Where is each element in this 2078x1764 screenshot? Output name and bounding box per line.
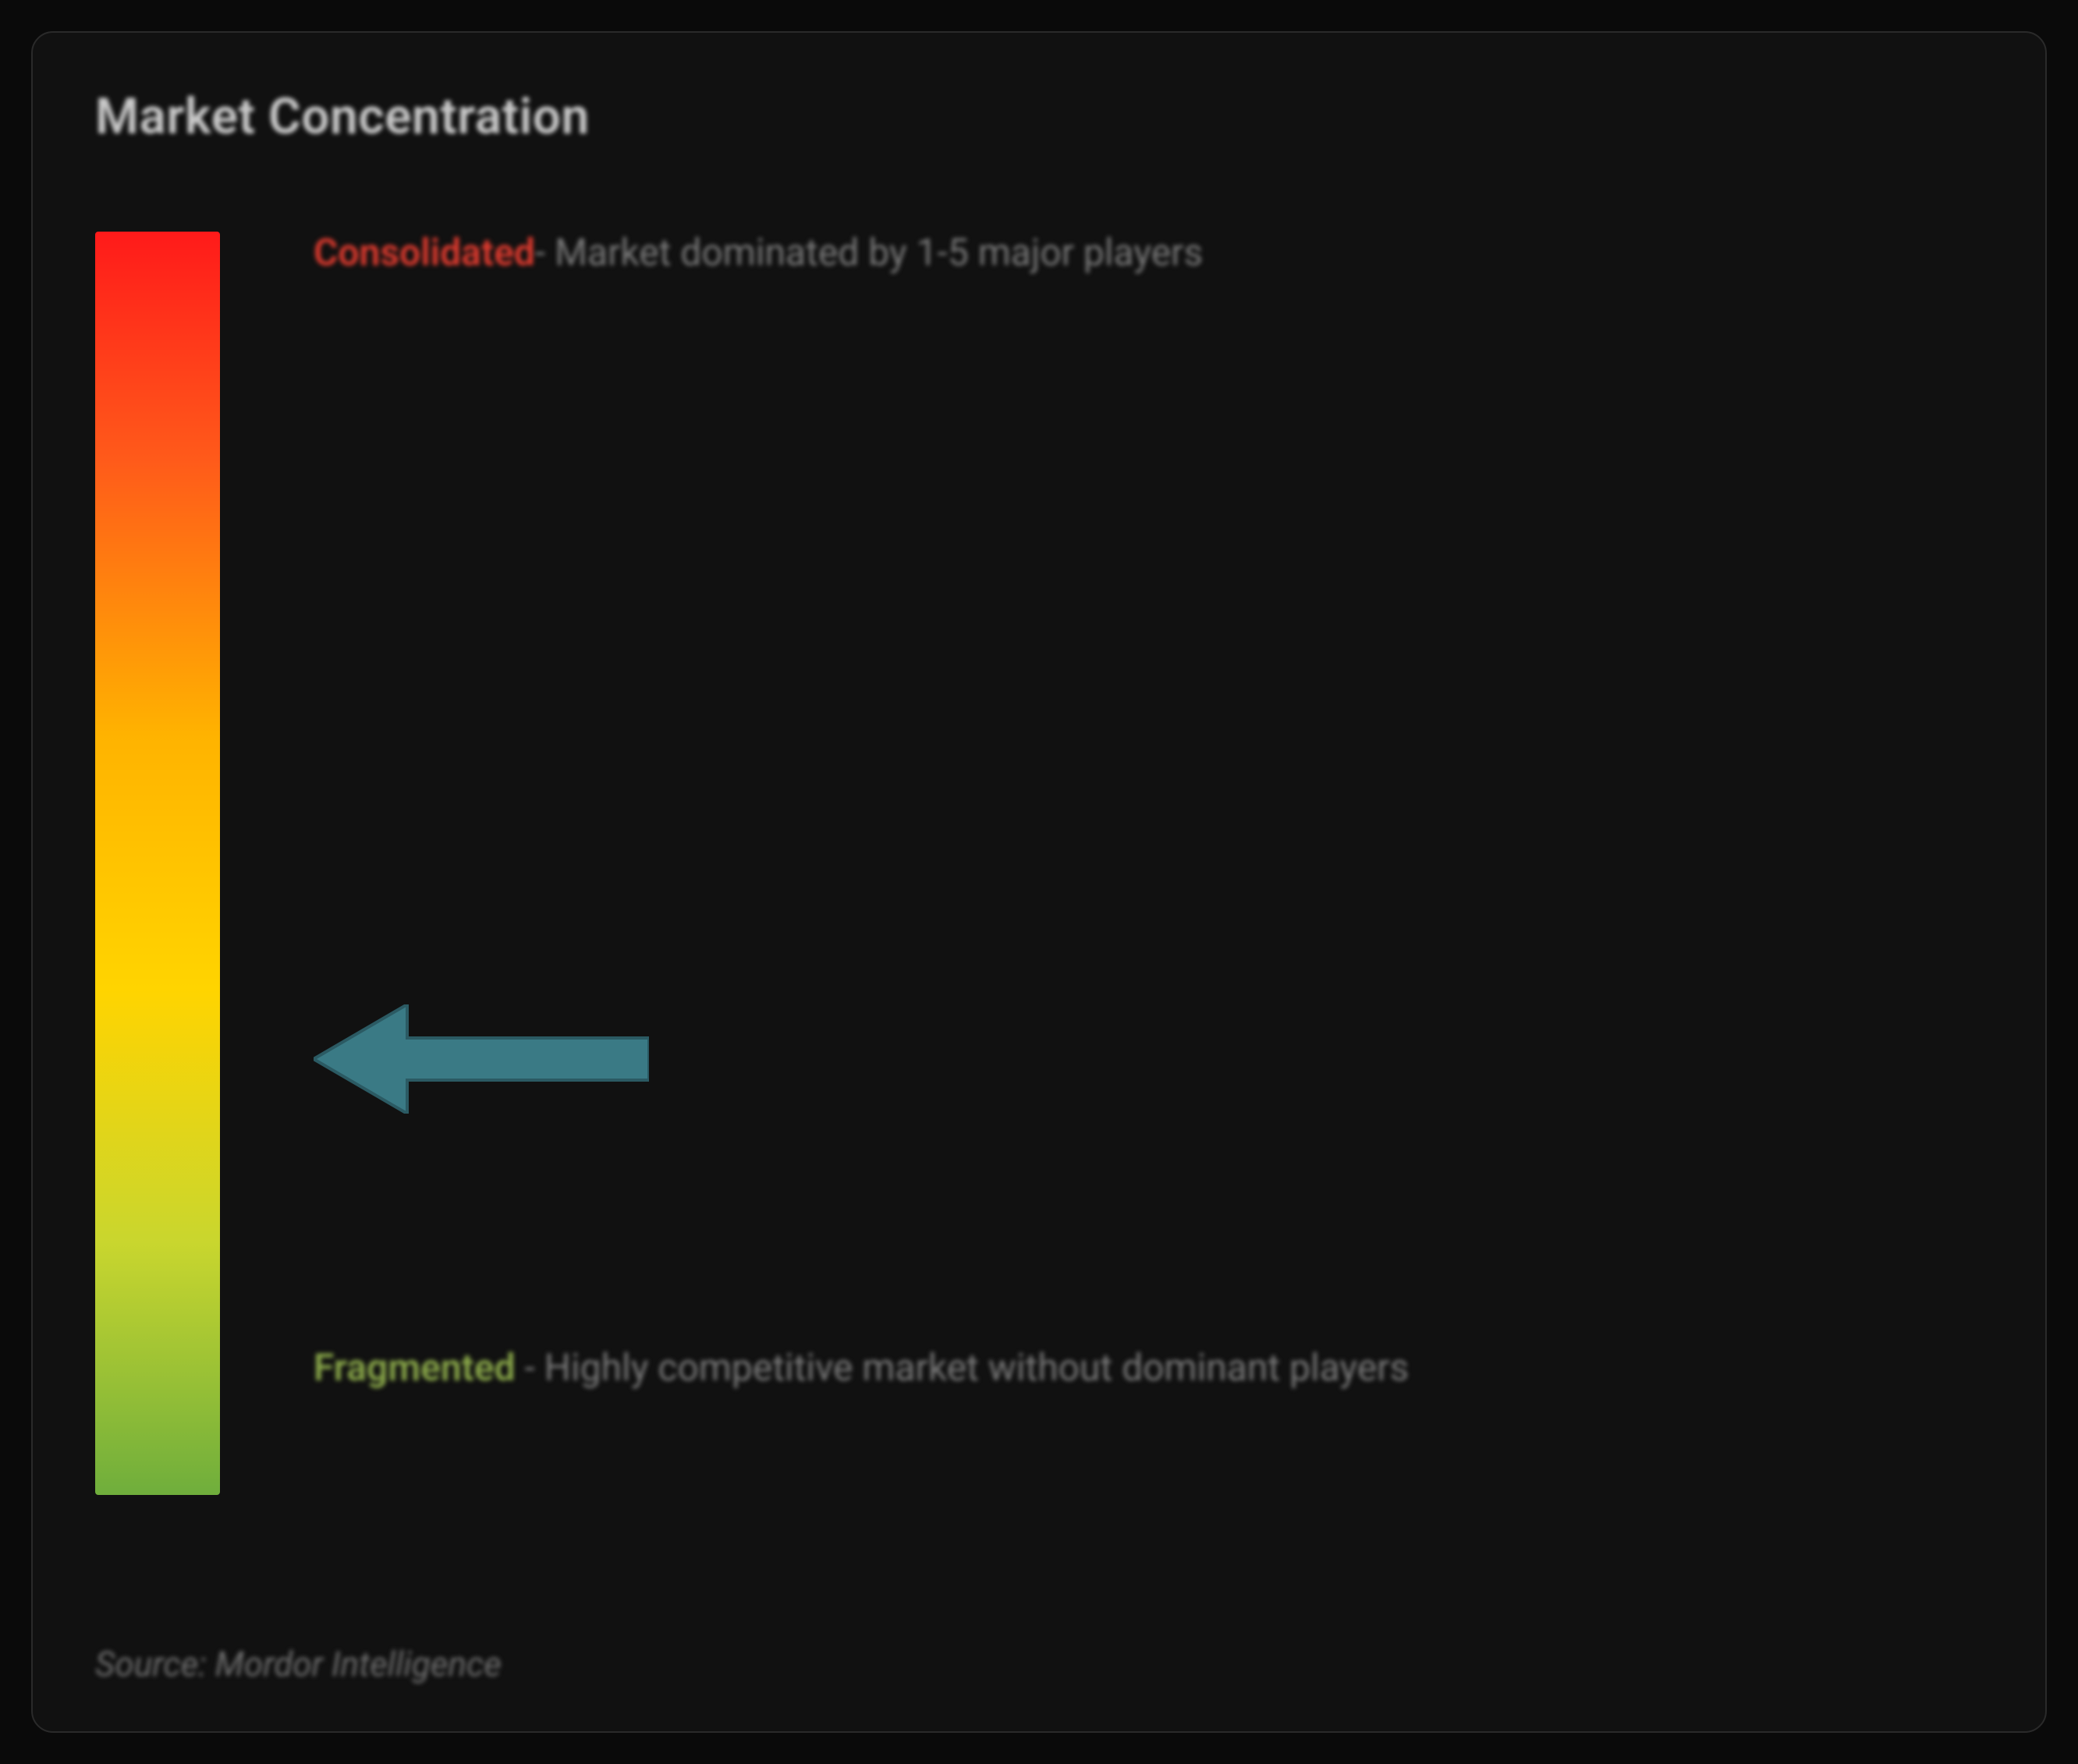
chart-card: Market Concentration Consolidated- Marke… — [31, 31, 2047, 1733]
bottom-keyword: Fragmented — [314, 1345, 516, 1390]
top-label: Consolidated- Market dominated by 1-5 ma… — [314, 230, 1203, 275]
bottom-rest: - Highly competitive market without domi… — [516, 1345, 1410, 1390]
source-line: Source: Mordor Intelligence — [95, 1644, 502, 1684]
indicator-arrow — [314, 1004, 649, 1114]
gradient-bar-wrap — [95, 232, 220, 1495]
source-prefix: Source: — [95, 1644, 215, 1684]
chart-title: Market Concentration — [95, 87, 1983, 146]
source-text: Mordor Intelligence — [215, 1644, 502, 1684]
bottom-label-row: Fragmented - Highly competitive market w… — [314, 1339, 1952, 1397]
bottom-label: Fragmented - Highly competitive market w… — [314, 1345, 1409, 1390]
chart-content: Consolidated- Market dominated by 1-5 ma… — [95, 232, 1983, 1495]
top-keyword: Consolidated — [314, 230, 535, 275]
gradient-bar — [95, 232, 220, 1495]
top-label-row: Consolidated- Market dominated by 1-5 ma… — [314, 224, 1952, 282]
top-rest: - Market dominated by 1-5 major players — [535, 230, 1203, 275]
arrow-left-icon — [314, 1004, 649, 1114]
labels-area: Consolidated- Market dominated by 1-5 ma… — [220, 232, 1983, 1495]
